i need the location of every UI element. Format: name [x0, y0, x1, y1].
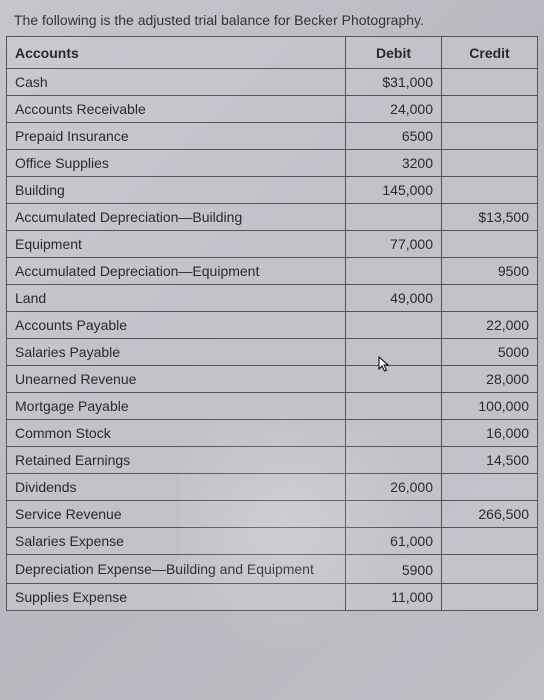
credit-cell	[442, 285, 538, 312]
account-cell: Accumulated Depreciation—Building	[7, 204, 346, 231]
credit-cell	[442, 528, 538, 555]
table-row: Equipment77,000	[7, 231, 538, 258]
table-row: Unearned Revenue 28,000	[7, 366, 538, 393]
table-body: Cash$31,000 Accounts Receivable24,000 Pr…	[7, 69, 538, 611]
debit-cell: 3200	[346, 150, 442, 177]
credit-cell: 28,000	[442, 366, 538, 393]
credit-cell: $13,500	[442, 204, 538, 231]
credit-cell	[442, 231, 538, 258]
account-cell: Accumulated Depreciation—Equipment	[7, 258, 346, 285]
credit-cell: 16,000	[442, 420, 538, 447]
credit-cell	[442, 150, 538, 177]
account-cell: Service Revenue	[7, 501, 346, 528]
table-row: Land49,000	[7, 285, 538, 312]
debit-cell: 145,000	[346, 177, 442, 204]
table-row: Office Supplies3200	[7, 150, 538, 177]
table-row: Accumulated Depreciation—Building $13,500	[7, 204, 538, 231]
trial-balance-table: Accounts Debit Credit Cash$31,000 Accoun…	[6, 36, 538, 611]
debit-cell	[346, 339, 442, 366]
table-row: Accounts Payable 22,000	[7, 312, 538, 339]
credit-cell	[442, 123, 538, 150]
account-cell: Depreciation Expense—Building and Equipm…	[7, 555, 346, 584]
table-row: Retained Earnings 14,500	[7, 447, 538, 474]
table-row: Salaries Payable 5000	[7, 339, 538, 366]
credit-cell	[442, 584, 538, 611]
table-row: Service Revenue 266,500	[7, 501, 538, 528]
credit-cell	[442, 555, 538, 584]
credit-cell: 9500	[442, 258, 538, 285]
table-row: Salaries Expense61,000	[7, 528, 538, 555]
credit-cell: 14,500	[442, 447, 538, 474]
table-row: Common Stock 16,000	[7, 420, 538, 447]
col-header-credit: Credit	[442, 37, 538, 69]
debit-cell	[346, 258, 442, 285]
debit-cell	[346, 204, 442, 231]
account-cell: Mortgage Payable	[7, 393, 346, 420]
table-row: Mortgage Payable 100,000	[7, 393, 538, 420]
account-cell: Prepaid Insurance	[7, 123, 346, 150]
account-cell: Salaries Payable	[7, 339, 346, 366]
account-cell: Equipment	[7, 231, 346, 258]
col-header-accounts: Accounts	[7, 37, 346, 69]
account-cell: Common Stock	[7, 420, 346, 447]
debit-cell: 26,000	[346, 474, 442, 501]
account-cell: Accounts Receivable	[7, 96, 346, 123]
credit-cell	[442, 69, 538, 96]
trial-balance-table-wrap: Accounts Debit Credit Cash$31,000 Accoun…	[0, 36, 544, 611]
credit-cell	[442, 474, 538, 501]
credit-cell: 100,000	[442, 393, 538, 420]
account-cell: Supplies Expense	[7, 584, 346, 611]
col-header-debit: Debit	[346, 37, 442, 69]
debit-cell: 61,000	[346, 528, 442, 555]
account-cell: Accounts Payable	[7, 312, 346, 339]
table-row: Accumulated Depreciation—Equipment 9500	[7, 258, 538, 285]
debit-cell: $31,000	[346, 69, 442, 96]
debit-cell: 11,000	[346, 584, 442, 611]
debit-cell	[346, 420, 442, 447]
debit-cell	[346, 393, 442, 420]
credit-cell	[442, 177, 538, 204]
account-cell: Land	[7, 285, 346, 312]
table-row: Cash$31,000	[7, 69, 538, 96]
table-row: Prepaid Insurance6500	[7, 123, 538, 150]
debit-cell	[346, 312, 442, 339]
debit-cell: 24,000	[346, 96, 442, 123]
credit-cell: 266,500	[442, 501, 538, 528]
table-row: Depreciation Expense—Building and Equipm…	[7, 555, 538, 584]
credit-cell	[442, 96, 538, 123]
table-row: Dividends26,000	[7, 474, 538, 501]
debit-cell: 6500	[346, 123, 442, 150]
credit-cell: 22,000	[442, 312, 538, 339]
debit-cell	[346, 501, 442, 528]
account-cell: Building	[7, 177, 346, 204]
account-cell: Cash	[7, 69, 346, 96]
account-cell: Unearned Revenue	[7, 366, 346, 393]
table-row: Supplies Expense11,000	[7, 584, 538, 611]
debit-cell: 77,000	[346, 231, 442, 258]
table-row: Building145,000	[7, 177, 538, 204]
account-cell: Dividends	[7, 474, 346, 501]
account-cell: Salaries Expense	[7, 528, 346, 555]
intro-text: The following is the adjusted trial bala…	[0, 0, 544, 36]
debit-cell: 5900	[346, 555, 442, 584]
account-cell: Retained Earnings	[7, 447, 346, 474]
debit-cell: 49,000	[346, 285, 442, 312]
table-header-row: Accounts Debit Credit	[7, 37, 538, 69]
debit-cell	[346, 447, 442, 474]
credit-cell: 5000	[442, 339, 538, 366]
debit-cell	[346, 366, 442, 393]
table-row: Accounts Receivable24,000	[7, 96, 538, 123]
account-cell: Office Supplies	[7, 150, 346, 177]
